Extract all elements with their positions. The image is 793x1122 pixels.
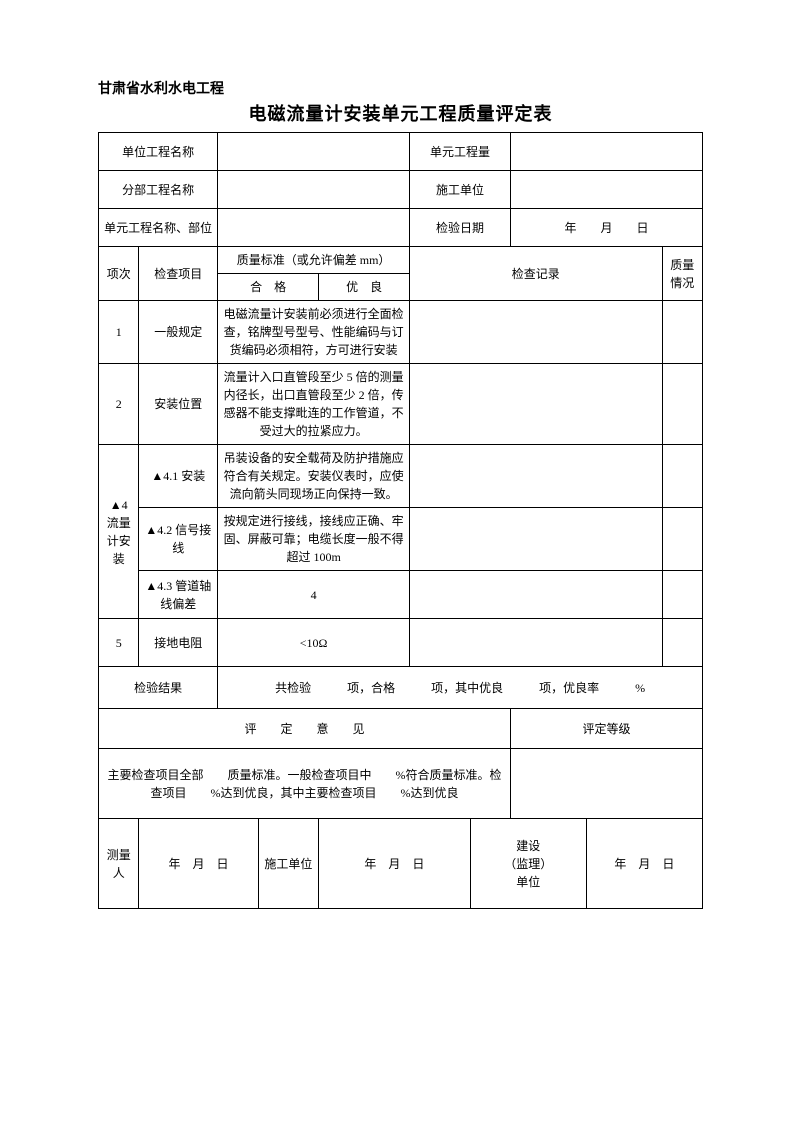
sig-measurer-date: 年 月 日 — [139, 819, 258, 909]
sig-measurer-label: 测量人 — [99, 819, 139, 909]
r5-record — [410, 619, 662, 667]
col-quality: 质量情况 — [662, 247, 702, 301]
r5-val: <10Ω — [218, 619, 410, 667]
col-item: 检查项目 — [139, 247, 218, 301]
r42-quality — [662, 508, 702, 571]
r42-item: ▲4.2 信号接线 — [139, 508, 218, 571]
val-unit-project-qty — [511, 133, 703, 171]
r41-desc: 吊装设备的安全载荷及防护措施应符合有关规定。安装仪表时，应使流向箭头同现场正向保… — [218, 445, 410, 508]
pre-title: 甘肃省水利水电工程 — [98, 78, 703, 98]
r41-item: ▲4.1 安装 — [139, 445, 218, 508]
r2-quality — [662, 364, 702, 445]
label-sub-project-name: 分部工程名称 — [99, 171, 218, 209]
r1-quality — [662, 301, 702, 364]
r2-desc: 流量计入口直管段至少 5 倍的测量内径长，出口直管段至少 2 倍，传感器不能支撑… — [218, 364, 410, 445]
r5-no: 5 — [99, 619, 139, 667]
sig-supervisor-date: 年 月 日 — [586, 819, 702, 909]
col-std: 质量标准（或允许偏差 mm） — [218, 247, 410, 274]
result-label: 检验结果 — [99, 667, 218, 709]
label-unit-project-qty: 单元工程量 — [410, 133, 511, 171]
r1-item: 一般规定 — [139, 301, 218, 364]
val-unit-name-pos — [218, 209, 410, 247]
grade-value — [511, 749, 703, 819]
r5-item: 接地电阻 — [139, 619, 218, 667]
main-title: 电磁流量计安装单元工程质量评定表 — [98, 100, 703, 126]
r43-item: ▲4.3 管道轴线偏差 — [139, 571, 218, 619]
label-inspection-date: 检验日期 — [410, 209, 511, 247]
r2-item: 安装位置 — [139, 364, 218, 445]
col-seq: 项次 — [99, 247, 139, 301]
label-construction-unit: 施工单位 — [410, 171, 511, 209]
sig-construction-date: 年 月 日 — [319, 819, 470, 909]
val-inspection-date: 年 月 日 — [511, 209, 703, 247]
grade-label: 评定等级 — [511, 709, 703, 749]
col-record: 检查记录 — [410, 247, 662, 301]
r5-quality — [662, 619, 702, 667]
r42-record — [410, 508, 662, 571]
r41-record — [410, 445, 662, 508]
form-table: 单位工程名称 单元工程量 分部工程名称 施工单位 单元工程名称、部位 检验日期 … — [98, 132, 703, 909]
opinion-text: 主要检查项目全部 质量标准。一般检查项目中 %符合质量标准。检查项目 %达到优良… — [99, 749, 511, 819]
r43-val: 4 — [218, 571, 410, 619]
val-sub-project-name — [218, 171, 410, 209]
r41-quality — [662, 445, 702, 508]
opinion-label: 评 定 意 见 — [99, 709, 511, 749]
r1-no: 1 — [99, 301, 139, 364]
val-construction-unit — [511, 171, 703, 209]
g4-label: ▲4 流量计安装 — [99, 445, 139, 619]
val-unit-project-name — [218, 133, 410, 171]
label-unit-project-name: 单位工程名称 — [99, 133, 218, 171]
r1-record — [410, 301, 662, 364]
r1-desc: 电磁流量计安装前必须进行全面检查，铭牌型号型号、性能编码与订货编码必须相符，方可… — [218, 301, 410, 364]
r42-desc: 按规定进行接线，接线应正确、牢固、屏蔽可靠；电缆长度一般不得超过 100m — [218, 508, 410, 571]
col-pass: 合 格 — [218, 274, 319, 301]
label-unit-name-pos: 单元工程名称、部位 — [99, 209, 218, 247]
sig-construction-label: 施工单位 — [258, 819, 319, 909]
r2-no: 2 — [99, 364, 139, 445]
col-excellent: 优 良 — [319, 274, 410, 301]
r43-quality — [662, 571, 702, 619]
result-text: 共检验 项，合格 项，其中优良 项，优良率 % — [218, 667, 703, 709]
r2-record — [410, 364, 662, 445]
sig-supervisor-label: 建设 （监理） 单位 — [470, 819, 586, 909]
page: 甘肃省水利水电工程 电磁流量计安装单元工程质量评定表 单位工程名称 单元工程量 … — [0, 0, 793, 1122]
r43-record — [410, 571, 662, 619]
